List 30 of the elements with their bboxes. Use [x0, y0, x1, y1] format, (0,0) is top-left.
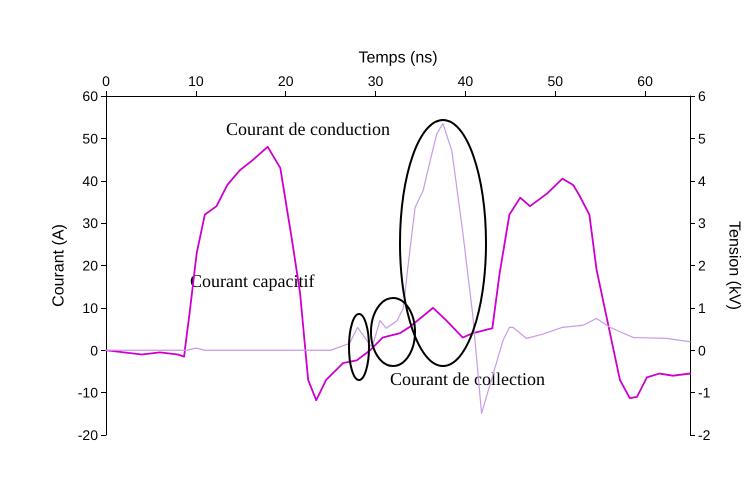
y2-axis-title: Tension (kV)	[726, 221, 742, 310]
x-tick-label: 60	[637, 73, 654, 89]
y2-tick-label: 1	[698, 300, 706, 316]
x-tick-label: 20	[278, 73, 294, 89]
y2-tick-label: 5	[698, 130, 706, 146]
y2-tick-label: 3	[698, 215, 706, 232]
x-axis-title: Temps (ns)	[358, 50, 438, 66]
y-tick-label: 60	[82, 88, 98, 104]
x-tick-label: 0	[102, 73, 110, 89]
y-tick-label: 30	[82, 215, 98, 232]
y2-tick-label: 2	[698, 258, 706, 274]
x-tick-label: 30	[368, 73, 384, 89]
y-tick-label: 40	[82, 172, 98, 189]
y-tick-label: 0	[90, 342, 98, 358]
y-tick-label: -20	[78, 427, 98, 443]
y2-tick-label: 4	[698, 172, 706, 189]
y2-tick-label: -2	[698, 427, 711, 443]
y2-tick-label: 0	[698, 342, 706, 358]
x-tick-label: 40	[458, 73, 474, 89]
y-axis-title: Courant (A)	[50, 224, 68, 307]
y-tick-label: 50	[82, 130, 98, 146]
y-tick-label: -10	[78, 384, 98, 401]
y-tick-label: 10	[82, 300, 98, 316]
annotation: Courant de conduction	[226, 119, 390, 139]
annotation: Courant de collection	[390, 369, 545, 389]
y-tick-label: 20	[82, 258, 98, 274]
y2-tick-label: 6	[698, 88, 706, 104]
x-tick-label: 50	[547, 73, 564, 89]
y2-tick-label: -1	[698, 384, 711, 401]
x-tick-label: 10	[188, 73, 204, 89]
